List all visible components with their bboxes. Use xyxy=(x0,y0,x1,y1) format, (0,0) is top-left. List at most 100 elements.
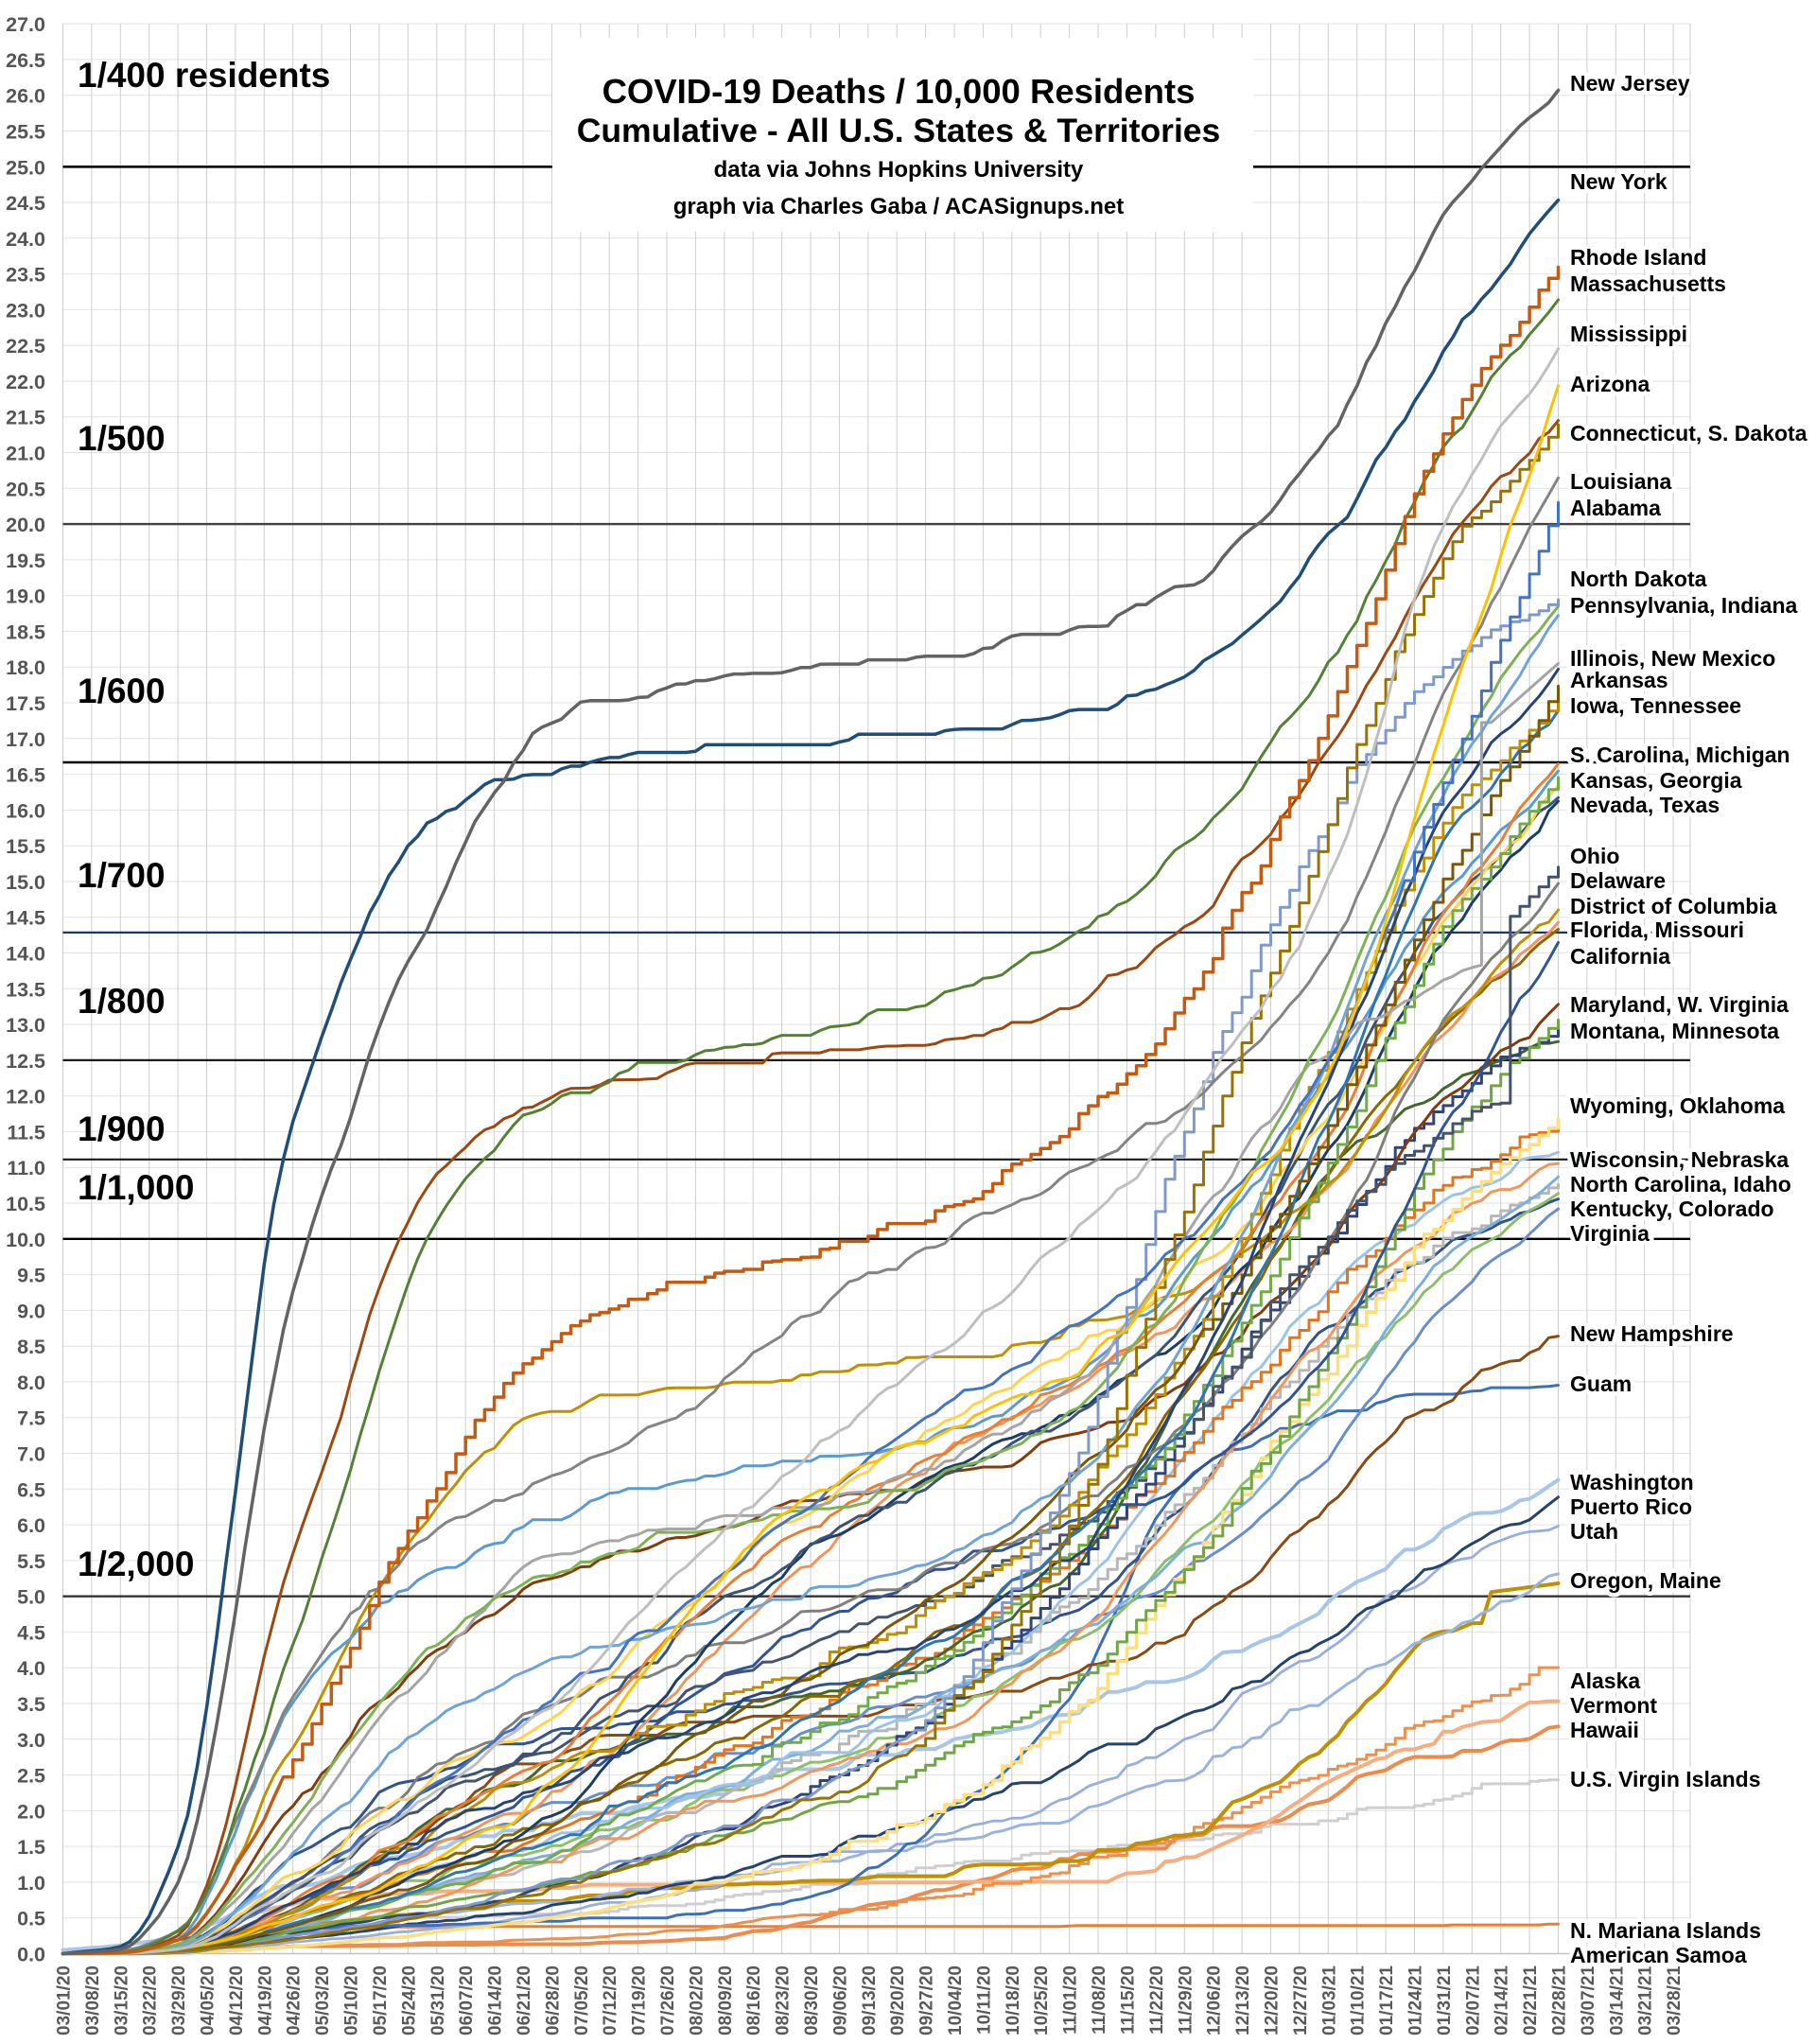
svg-text:North Dakota: North Dakota xyxy=(1570,567,1707,591)
svg-text:17.0: 17.0 xyxy=(6,728,45,751)
svg-text:09/20/20: 09/20/20 xyxy=(888,1965,908,2035)
svg-text:Oregon, Maine: Oregon, Maine xyxy=(1570,1568,1721,1593)
svg-text:11.5: 11.5 xyxy=(7,1121,45,1144)
svg-text:Connecticut, S. Dakota: Connecticut, S. Dakota xyxy=(1570,421,1807,445)
svg-text:California: California xyxy=(1570,944,1670,969)
svg-text:5.0: 5.0 xyxy=(17,1586,45,1609)
svg-text:data via Johns Hopkins Univers: data via Johns Hopkins University xyxy=(714,157,1084,183)
svg-text:1/700: 1/700 xyxy=(78,856,166,895)
svg-text:Kansas, Georgia: Kansas, Georgia xyxy=(1570,768,1742,793)
svg-text:Guam: Guam xyxy=(1570,1371,1632,1396)
svg-text:24.5: 24.5 xyxy=(6,192,45,215)
svg-text:8.0: 8.0 xyxy=(17,1371,45,1394)
svg-text:New Hampshire: New Hampshire xyxy=(1570,1321,1734,1346)
svg-text:18.0: 18.0 xyxy=(6,656,45,679)
svg-text:10/25/20: 10/25/20 xyxy=(1032,1965,1052,2035)
svg-text:20.0: 20.0 xyxy=(6,514,45,536)
svg-text:03/28/21: 03/28/21 xyxy=(1665,1965,1685,2035)
svg-text:1/800: 1/800 xyxy=(78,982,166,1021)
svg-text:1.0: 1.0 xyxy=(17,1872,45,1895)
svg-text:graph via Charles Gaba / ACASi: graph via Charles Gaba / ACASignups.net xyxy=(673,194,1125,219)
svg-text:Alabama: Alabama xyxy=(1570,496,1661,520)
svg-text:26.0: 26.0 xyxy=(6,85,45,108)
svg-text:New Jersey: New Jersey xyxy=(1570,71,1690,96)
svg-text:Vermont: Vermont xyxy=(1570,1693,1657,1718)
svg-text:12/06/20: 12/06/20 xyxy=(1205,1965,1225,2035)
svg-text:07/05/20: 07/05/20 xyxy=(572,1965,592,2035)
svg-text:26.5: 26.5 xyxy=(6,49,45,72)
svg-text:25.0: 25.0 xyxy=(6,156,45,179)
svg-text:16.5: 16.5 xyxy=(6,764,45,787)
svg-text:15.0: 15.0 xyxy=(6,871,45,894)
svg-text:10/18/20: 10/18/20 xyxy=(1004,1965,1023,2035)
svg-text:Puerto Rico: Puerto Rico xyxy=(1570,1494,1692,1519)
svg-text:District of Columbia: District of Columbia xyxy=(1570,894,1777,918)
svg-text:1.5: 1.5 xyxy=(17,1836,45,1859)
svg-text:16.0: 16.0 xyxy=(6,799,45,822)
svg-text:Nevada, Texas: Nevada, Texas xyxy=(1570,793,1720,817)
svg-text:2.0: 2.0 xyxy=(17,1800,45,1823)
svg-text:Hawaii: Hawaii xyxy=(1570,1718,1639,1742)
svg-text:21.0: 21.0 xyxy=(6,443,45,465)
svg-text:05/10/20: 05/10/20 xyxy=(342,1965,362,2035)
svg-text:1/900: 1/900 xyxy=(78,1109,166,1148)
svg-text:COVID-19 Deaths / 10,000 Resid: COVID-19 Deaths / 10,000 Residents xyxy=(602,72,1196,111)
svg-text:25.5: 25.5 xyxy=(6,121,45,144)
svg-text:17.5: 17.5 xyxy=(6,692,45,715)
svg-text:05/03/20: 05/03/20 xyxy=(313,1965,333,2035)
svg-text:Maryland, W. Virginia: Maryland, W. Virginia xyxy=(1570,992,1789,1017)
svg-text:U.S. Virgin Islands: U.S. Virgin Islands xyxy=(1570,1767,1761,1791)
svg-text:02/28/21: 02/28/21 xyxy=(1550,1965,1570,2035)
svg-text:03/21/21: 03/21/21 xyxy=(1636,1965,1656,2035)
svg-text:Cumulative - All U.S. States &: Cumulative - All U.S. States & Territori… xyxy=(577,112,1221,149)
svg-text:S. Carolina, Michigan: S. Carolina, Michigan xyxy=(1570,742,1790,767)
svg-text:Virginia: Virginia xyxy=(1570,1221,1650,1246)
svg-text:0.5: 0.5 xyxy=(17,1908,45,1930)
svg-text:Utah: Utah xyxy=(1570,1519,1618,1544)
svg-text:2.5: 2.5 xyxy=(17,1765,45,1788)
svg-text:02/14/21: 02/14/21 xyxy=(1493,1965,1512,2035)
svg-text:American Samoa: American Samoa xyxy=(1570,1943,1747,1967)
svg-text:22.0: 22.0 xyxy=(6,371,45,393)
svg-text:Kentucky, Colorado: Kentucky, Colorado xyxy=(1570,1197,1774,1221)
svg-text:Wisconsin, Nebraska: Wisconsin, Nebraska xyxy=(1570,1147,1789,1172)
svg-text:N. Mariana Islands: N. Mariana Islands xyxy=(1570,1918,1761,1943)
svg-text:03/14/21: 03/14/21 xyxy=(1607,1965,1627,2035)
svg-text:20.5: 20.5 xyxy=(6,478,45,500)
svg-text:05/31/20: 05/31/20 xyxy=(428,1965,448,2035)
svg-text:07/19/20: 07/19/20 xyxy=(630,1965,650,2035)
svg-text:08/02/20: 08/02/20 xyxy=(687,1965,707,2035)
svg-text:10/11/20: 10/11/20 xyxy=(974,1965,994,2035)
svg-text:02/21/21: 02/21/21 xyxy=(1521,1965,1541,2035)
svg-text:23.5: 23.5 xyxy=(6,264,45,287)
svg-text:06/28/20: 06/28/20 xyxy=(543,1965,563,2035)
svg-text:11/29/20: 11/29/20 xyxy=(1176,1965,1196,2035)
svg-text:12/27/20: 12/27/20 xyxy=(1291,1965,1311,2035)
svg-text:04/26/20: 04/26/20 xyxy=(285,1965,305,2035)
svg-text:09/06/20: 09/06/20 xyxy=(830,1965,850,2035)
svg-text:06/07/20: 06/07/20 xyxy=(457,1965,477,2035)
svg-text:1/400 residents: 1/400 residents xyxy=(78,56,330,95)
svg-text:03/07/21: 03/07/21 xyxy=(1579,1965,1598,2035)
svg-text:3.0: 3.0 xyxy=(17,1729,45,1752)
svg-text:6.5: 6.5 xyxy=(17,1478,45,1501)
svg-text:06/21/20: 06/21/20 xyxy=(515,1965,534,2035)
svg-text:Rhode Island: Rhode Island xyxy=(1570,245,1706,270)
svg-text:09/27/20: 09/27/20 xyxy=(917,1965,937,2035)
svg-text:Illinois, New Mexico: Illinois, New Mexico xyxy=(1570,646,1775,671)
svg-text:18.5: 18.5 xyxy=(6,621,45,644)
svg-text:6.0: 6.0 xyxy=(17,1514,45,1537)
svg-text:0.0: 0.0 xyxy=(17,1944,45,1966)
svg-text:11/08/20: 11/08/20 xyxy=(1090,1965,1109,2035)
svg-text:01/24/21: 01/24/21 xyxy=(1406,1965,1426,2035)
svg-text:9.5: 9.5 xyxy=(17,1265,45,1287)
svg-text:03/29/20: 03/29/20 xyxy=(169,1965,189,2035)
svg-text:14.0: 14.0 xyxy=(6,943,45,966)
svg-text:11.0: 11.0 xyxy=(7,1157,45,1179)
svg-text:04/19/20: 04/19/20 xyxy=(255,1965,275,2035)
svg-text:06/14/20: 06/14/20 xyxy=(486,1965,506,2035)
svg-text:04/12/20: 04/12/20 xyxy=(227,1965,247,2035)
svg-text:23.0: 23.0 xyxy=(6,299,45,322)
svg-text:Ohio: Ohio xyxy=(1570,844,1619,868)
svg-text:07/26/20: 07/26/20 xyxy=(658,1965,678,2035)
